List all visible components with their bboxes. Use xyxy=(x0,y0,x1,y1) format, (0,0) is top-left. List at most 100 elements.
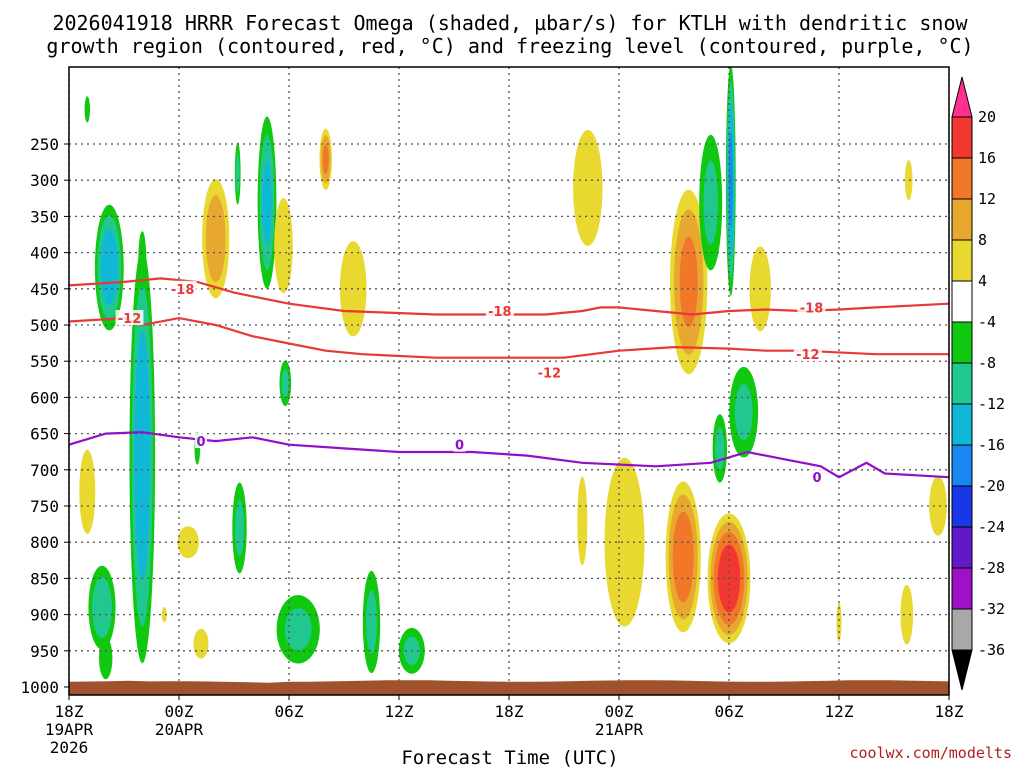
y-tick-label-1000: 1000 xyxy=(20,678,59,697)
omega-blob-18 xyxy=(322,144,329,175)
chart-title-line1: 2026041918 HRRR Forecast Omega (shaded, … xyxy=(52,11,968,35)
colorbar-label-8: -16 xyxy=(978,436,1005,454)
y-tick-label-550: 550 xyxy=(30,352,59,371)
omega-blob-34 xyxy=(900,584,914,645)
omega-blob-26 xyxy=(679,236,698,327)
colorbar-swatch-9 xyxy=(951,485,973,528)
y-axis-ticks: 250 300 350 400 450 500 550 600 650 700 750 800 850 9… xyxy=(20,135,69,697)
contour-dgz-minus-18 xyxy=(69,277,949,316)
omega-blob-15 xyxy=(274,198,293,294)
contour-label-bg-freezing-level-0-0 xyxy=(195,433,207,449)
omega-blob-3 xyxy=(134,331,150,581)
colorbar: 20 16 12 8 4 -4 -8 -12 -16 -20 -24 -28 -32 -36 xyxy=(951,76,1005,691)
y-tick-label-400: 400 xyxy=(30,244,59,263)
omega-blob-0 xyxy=(84,96,91,123)
contour-label-freezing-level-0-0: 0 xyxy=(196,435,205,450)
colorbar-label-13: -36 xyxy=(978,641,1005,659)
colorbar-swatch-10 xyxy=(951,526,973,569)
omega-blob-12 xyxy=(235,154,240,193)
omega-shading-layer xyxy=(79,67,947,680)
x-tick-label-0-0: 18Z xyxy=(55,702,84,721)
colorbar-label-1: 16 xyxy=(978,149,996,167)
chart-title-line2: growth region (contoured, red, °C) and f… xyxy=(46,34,973,58)
contour-label-freezing-level-0-2: 0 xyxy=(812,471,821,486)
colorbar-label-10: -24 xyxy=(978,518,1005,536)
y-tick-label-600: 600 xyxy=(30,388,59,407)
colorbar-top-arrow xyxy=(951,76,973,118)
omega-blob-35 xyxy=(904,160,913,201)
y-tick-label-650: 650 xyxy=(30,425,59,444)
colorbar-swatch-1 xyxy=(951,157,973,200)
omega-blob-13 xyxy=(235,499,244,557)
x-tick-label-5-1: 21APR xyxy=(595,720,644,739)
contour-dgz-minus-12 xyxy=(69,316,949,359)
x-tick-label-0-1: 19APR xyxy=(45,720,94,739)
omega-blob-31 xyxy=(734,384,753,441)
contour-label-bg-freezing-level-0-2 xyxy=(811,469,823,485)
omega-blob-29 xyxy=(715,427,725,470)
omega-blob-17 xyxy=(284,608,312,651)
y-tick-label-300: 300 xyxy=(30,171,59,190)
contour-label-dgz-minus-18-2: -18 xyxy=(800,301,824,316)
omega-blob-24 xyxy=(604,457,645,627)
x-tick-label-7-0: 12Z xyxy=(825,702,854,721)
colorbar-swatch-8 xyxy=(951,444,973,487)
y-tick-label-800: 800 xyxy=(30,533,59,552)
contour-label-dgz-minus-18-0: -18 xyxy=(171,283,195,298)
y-tick-label-750: 750 xyxy=(30,497,59,516)
contour-label-bg-dgz-minus-12-0 xyxy=(115,310,144,326)
omega-blob-1 xyxy=(100,229,118,306)
contour-label-dgz-minus-12-0: -12 xyxy=(118,312,142,327)
contour-label-bg-dgz-minus-18-1 xyxy=(485,302,514,318)
omega-blob-5 xyxy=(99,637,113,680)
colorbar-label-3: 8 xyxy=(978,231,987,249)
colorbar-swatch-2 xyxy=(951,198,973,241)
omega-blob-6 xyxy=(79,449,96,534)
omega-blob-19 xyxy=(339,241,367,337)
colorbar-bottom-arrow xyxy=(951,649,973,691)
colorbar-swatch-0 xyxy=(951,116,973,159)
contour-label-dgz-minus-18-1: -18 xyxy=(488,305,512,320)
y-tick-label-350: 350 xyxy=(30,207,59,226)
y-tick-label-900: 900 xyxy=(30,606,59,625)
contour-label-dgz-minus-12-2: -12 xyxy=(796,348,820,363)
x-tick-label-6-0: 06Z xyxy=(715,702,744,721)
omega-blob-20 xyxy=(366,590,377,654)
y-tick-label-950: 950 xyxy=(30,642,59,661)
contour-freezing-level-0 xyxy=(69,431,949,479)
contour-label-dgz-minus-12-1: -12 xyxy=(538,366,562,381)
omega-blob-4 xyxy=(138,231,147,290)
contour-label-bg-freezing-level-0-1 xyxy=(453,436,466,452)
x-tick-label-2-0: 06Z xyxy=(275,702,304,721)
colorbar-swatch-7 xyxy=(951,403,973,446)
omega-blob-33 xyxy=(836,602,842,642)
colorbar-swatch-5 xyxy=(951,321,973,364)
colorbar-label-2: 12 xyxy=(978,190,996,208)
x-tick-label-1-0: 00Z xyxy=(165,702,194,721)
y-tick-label-850: 850 xyxy=(30,569,59,588)
contour-label-bg-dgz-minus-18-2 xyxy=(797,299,826,315)
colorbar-swatch-4 xyxy=(951,280,973,323)
omega-blob-8 xyxy=(177,526,199,559)
omega-blob-22 xyxy=(573,129,603,246)
x-tick-label-0-2: 2026 xyxy=(50,738,89,757)
colorbar-swatch-6 xyxy=(951,362,973,405)
contour-label-bg-dgz-minus-12-2 xyxy=(793,346,822,362)
colorbar-swatch-3 xyxy=(951,239,973,282)
colorbar-label-5: -4 xyxy=(978,313,996,331)
colorbar-label-6: -8 xyxy=(978,354,996,372)
x-tick-label-5-0: 00Z xyxy=(605,702,634,721)
y-tick-label-700: 700 xyxy=(30,461,59,480)
omega-blob-9 xyxy=(193,628,209,659)
terrain-layer xyxy=(69,680,949,695)
omega-blob-16 xyxy=(281,369,289,398)
contour-label-bg-dgz-minus-18-0 xyxy=(168,280,197,296)
colorbar-label-0: 20 xyxy=(978,108,996,126)
omega-blob-23 xyxy=(577,476,588,566)
x-tick-label-8-0: 18Z xyxy=(935,702,964,721)
omega-blob-2 xyxy=(92,577,112,638)
omega-blob-36 xyxy=(929,476,947,536)
contour-label-bg-dgz-minus-12-1 xyxy=(535,364,564,380)
